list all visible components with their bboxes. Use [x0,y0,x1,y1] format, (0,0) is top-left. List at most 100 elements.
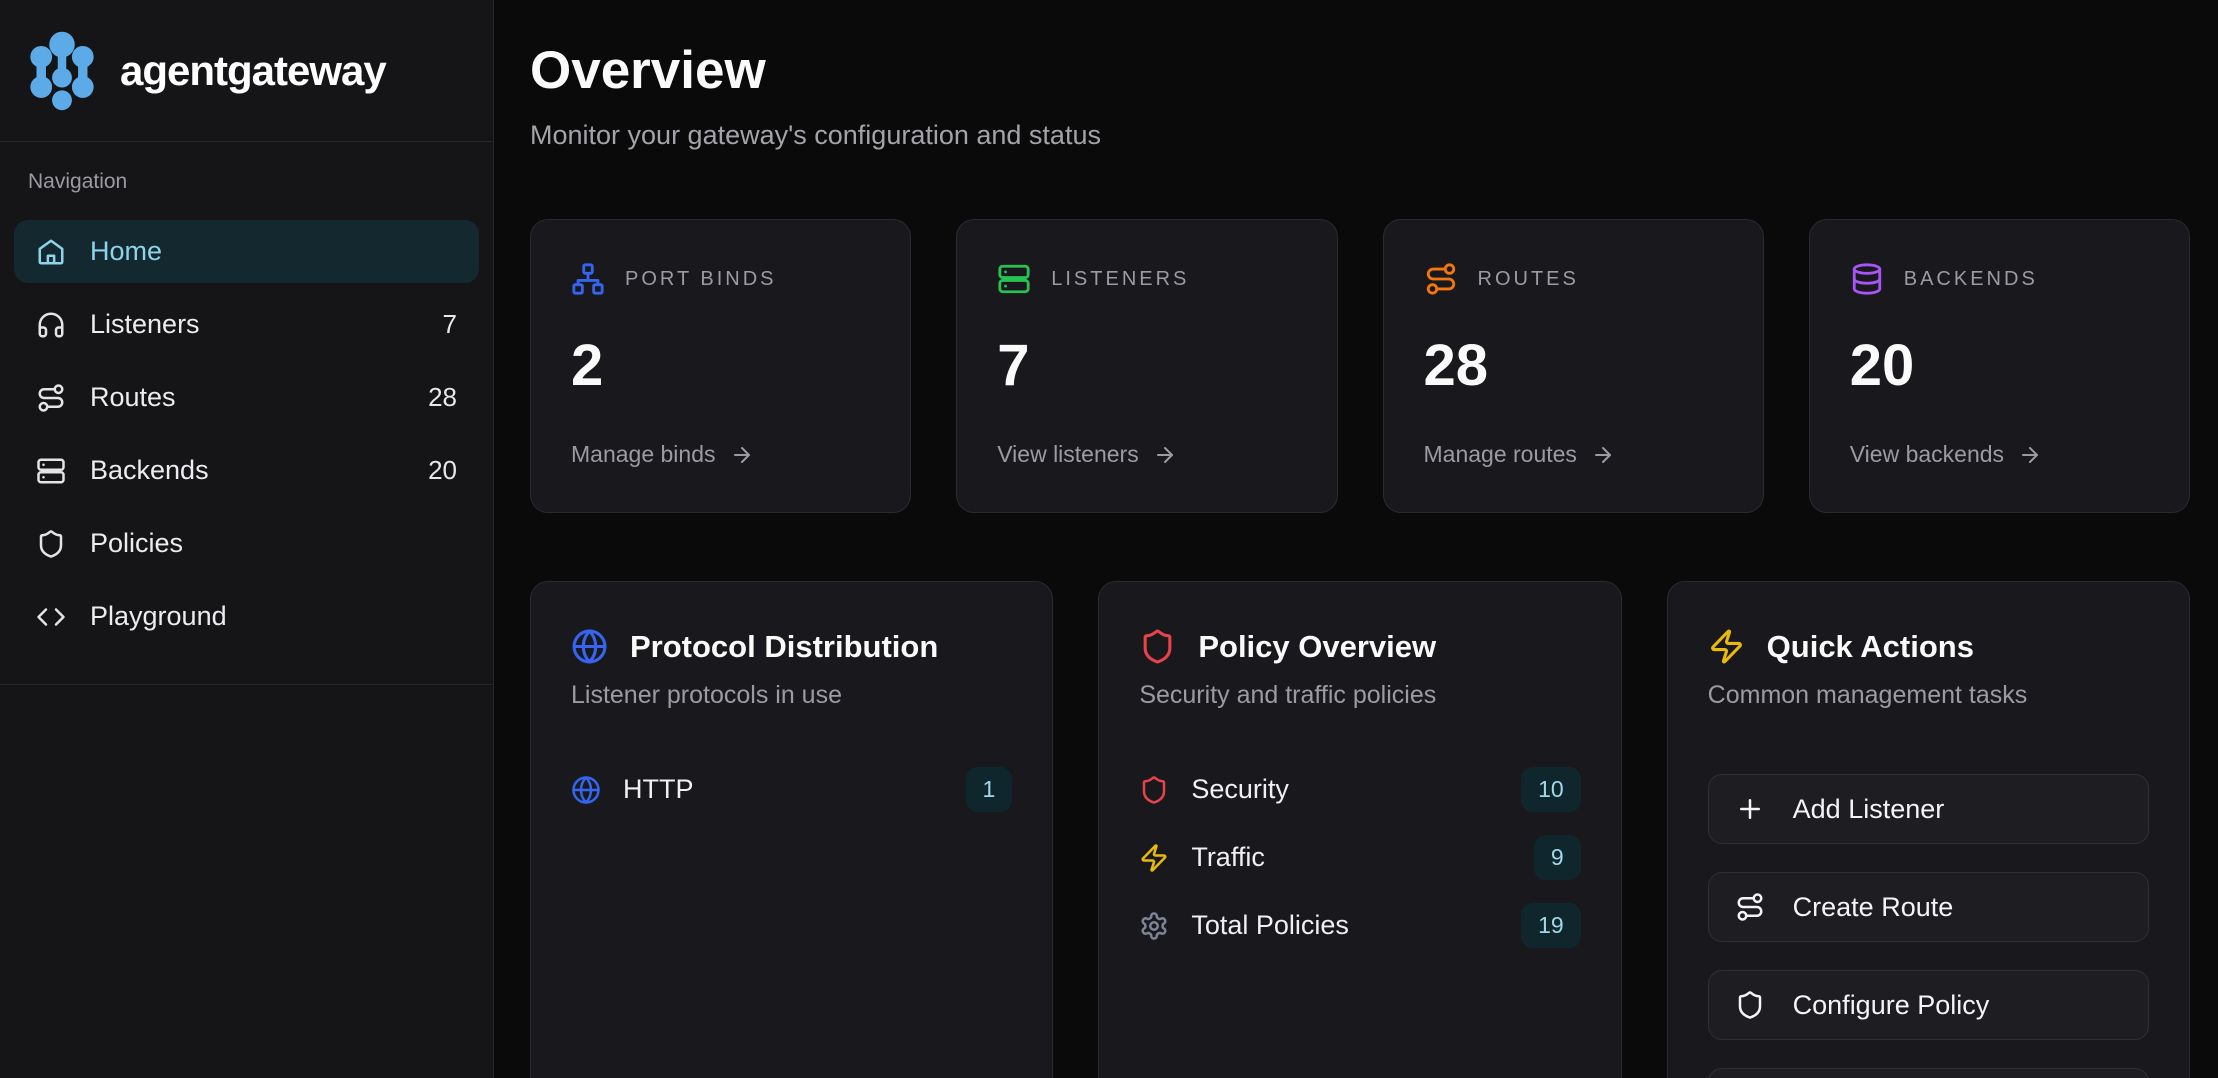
manage-binds-link[interactable]: Manage binds [571,441,870,468]
network-icon [571,262,605,296]
arrow-right-icon [730,443,754,467]
stat-label: BACKENDS [1904,268,2038,291]
zap-icon [1708,628,1745,665]
stat-link-label: Manage routes [1424,441,1577,468]
zap-icon [1139,843,1169,873]
policy-label: Security [1191,774,1289,805]
policy-label: Total Policies [1191,910,1349,941]
stat-value: 2 [571,332,870,399]
stat-link-label: View listeners [997,441,1138,468]
protocol-list: HTTP 1 [571,766,1012,813]
protocol-label: HTTP [623,774,694,805]
stats-row: PORT BINDS 2 Manage binds LISTENERS 7 Vi… [530,219,2190,513]
headphones-icon [36,310,66,340]
home-icon [36,237,66,267]
stat-label: PORT BINDS [625,268,777,291]
sidebar-item-playground[interactable]: Playground [14,585,479,648]
card-title: Quick Actions [1767,629,1974,665]
count-badge: 19 [1521,903,1581,948]
globe-icon [571,628,608,665]
sidebar-item-label: Home [90,236,162,267]
stat-card-port-binds: PORT BINDS 2 Manage binds [530,219,911,513]
policy-list: Security 10 Traffic 9 Total Policies 19 [1139,766,1580,949]
card-title-row: Policy Overview [1139,628,1580,665]
card-subtitle: Common management tasks [1708,681,2149,710]
shield-icon [1139,628,1176,665]
stat-header: ROUTES [1424,262,1723,296]
card-title-row: Protocol Distribution [571,628,1012,665]
shield-icon [1139,775,1169,805]
stat-link-label: Manage binds [571,441,716,468]
sidebar-item-policies[interactable]: Policies [14,512,479,575]
add-listener-button[interactable]: Add Listener [1708,774,2149,844]
card-subtitle: Listener protocols in use [571,681,1012,710]
view-listeners-link[interactable]: View listeners [997,441,1296,468]
stat-header: PORT BINDS [571,262,870,296]
card-title-row: Quick Actions [1708,628,2149,665]
stat-label: LISTENERS [1051,268,1189,291]
stat-label: ROUTES [1478,268,1579,291]
sidebar-item-label: Routes [90,382,176,413]
protocol-distribution-card: Protocol Distribution Listener protocols… [530,581,1053,1078]
sidebar-item-routes[interactable]: Routes 28 [14,366,479,429]
count-badge: 9 [1534,835,1581,880]
manage-routes-link[interactable]: Manage routes [1424,441,1723,468]
route-icon [36,383,66,413]
policy-row-total: Total Policies 19 [1139,902,1580,949]
brand[interactable]: agentgateway [0,0,493,142]
card-title: Protocol Distribution [630,629,938,665]
globe-icon [571,775,601,805]
sidebar-item-label: Backends [90,455,209,486]
sidebar-item-label: Playground [90,601,227,632]
gear-icon [1139,911,1169,941]
route-icon [1735,892,1765,922]
stat-link-label: View backends [1850,441,2004,468]
main-content: Overview Monitor your gateway's configur… [494,0,2218,1078]
sidebar-item-count: 28 [428,382,457,413]
create-route-button[interactable]: Create Route [1708,872,2149,942]
protocol-row-http: HTTP 1 [571,766,1012,813]
sidebar-item-backends[interactable]: Backends 20 [14,439,479,502]
sidebar-item-home[interactable]: Home [14,220,479,283]
nav-section-label: Navigation [14,170,479,194]
shield-icon [1735,990,1765,1020]
quick-actions-card: Quick Actions Common management tasks Ad… [1667,581,2190,1078]
page-subtitle: Monitor your gateway's configuration and… [530,118,2190,153]
info-cards-row: Protocol Distribution Listener protocols… [530,581,2190,1078]
code-icon [36,602,66,632]
arrow-right-icon [1153,443,1177,467]
stat-value: 20 [1850,332,2149,399]
stat-card-routes: ROUTES 28 Manage routes [1383,219,1764,513]
policy-row-security: Security 10 [1139,766,1580,813]
sidebar: agentgateway Navigation Home Listeners 7… [0,0,494,1078]
sidebar-item-label: Policies [90,528,183,559]
route-icon [1424,262,1458,296]
stat-header: BACKENDS [1850,262,2149,296]
card-subtitle: Security and traffic policies [1139,681,1580,710]
card-title: Policy Overview [1198,629,1436,665]
arrow-right-icon [1591,443,1615,467]
stat-value: 7 [997,332,1296,399]
server-icon [36,456,66,486]
count-badge: 1 [966,767,1013,812]
action-label: Configure Policy [1793,990,1990,1021]
count-badge: 10 [1521,767,1581,812]
action-label: Add Listener [1793,794,1945,825]
policy-overview-card: Policy Overview Security and traffic pol… [1098,581,1621,1078]
page-title: Overview [530,42,2190,100]
view-backends-link[interactable]: View backends [1850,441,2149,468]
sidebar-divider [0,684,493,685]
navigation: Navigation Home Listeners 7 Routes 28 Ba… [0,142,493,658]
stat-card-listeners: LISTENERS 7 View listeners [956,219,1337,513]
stat-header: LISTENERS [997,262,1296,296]
action-label: Create Route [1793,892,1954,923]
configure-policy-button[interactable]: Configure Policy [1708,970,2149,1040]
quick-action-button-partial[interactable] [1708,1068,2149,1078]
shield-icon [36,529,66,559]
plus-icon [1735,794,1765,824]
sidebar-item-listeners[interactable]: Listeners 7 [14,293,479,356]
agentgateway-logo-icon [28,30,96,112]
stat-card-backends: BACKENDS 20 View backends [1809,219,2190,513]
sidebar-item-count: 20 [428,455,457,486]
sidebar-item-count: 7 [443,309,457,340]
